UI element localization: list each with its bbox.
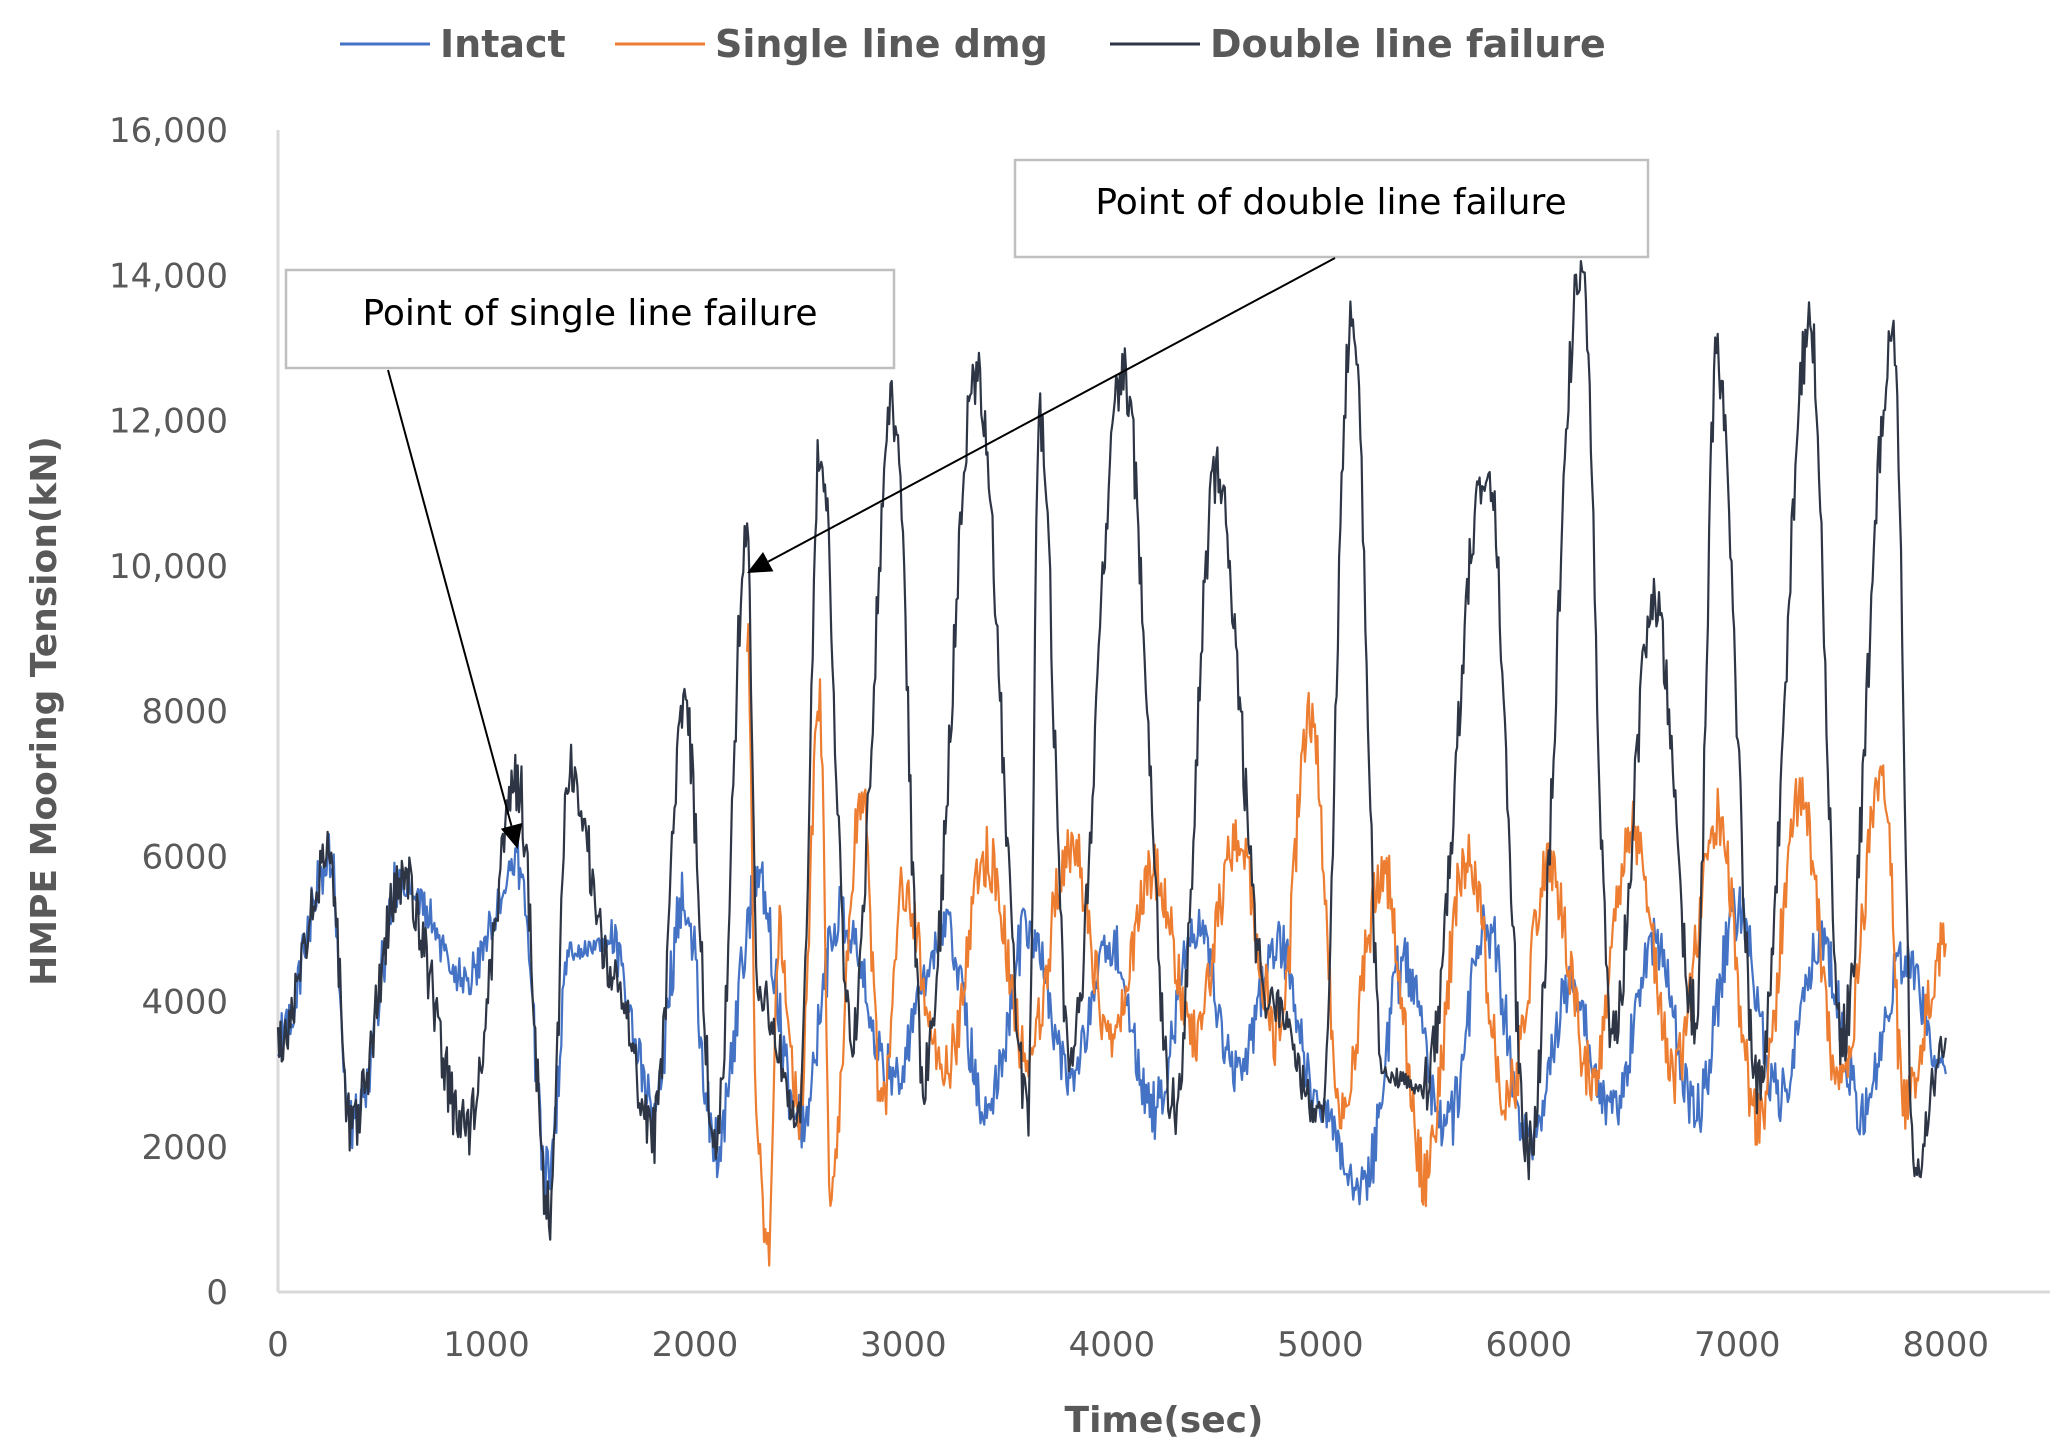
x-tick-labels: 0 1000 2000 3000 4000 5000 6000 7000 8000 bbox=[267, 1325, 1989, 1365]
arrowhead-single-line-failure bbox=[500, 822, 523, 849]
x-tick-label: 5000 bbox=[1277, 1325, 1364, 1365]
annotation-arrow-double-line-failure bbox=[767, 257, 1336, 563]
annotation-single-line-failure: Point of single line failure bbox=[284, 268, 896, 849]
y-tick-label: 0 bbox=[206, 1273, 228, 1313]
y-tick-label: 12,000 bbox=[109, 402, 228, 442]
legend-label-double-line-failure: Double line failure bbox=[1210, 22, 1606, 66]
legend-label-single-line-dmg: Single line dmg bbox=[715, 22, 1048, 66]
y-tick-label: 2000 bbox=[141, 1128, 228, 1168]
series-line-double-line-failure bbox=[276, 260, 1947, 1241]
legend: Intact Single line dmg Double line failu… bbox=[340, 22, 1606, 66]
y-axis-title: HMPE Mooring Tension(kN) bbox=[24, 436, 65, 986]
axes bbox=[276, 130, 2050, 1294]
series-layer bbox=[276, 260, 1947, 1267]
x-tick-label: 3000 bbox=[860, 1325, 947, 1365]
annotation-arrow-single-line-failure bbox=[387, 369, 513, 827]
x-axis-title: Time(sec) bbox=[1065, 1400, 1264, 1441]
x-tick-label: 1000 bbox=[443, 1325, 530, 1365]
x-tick-label: 6000 bbox=[1486, 1325, 1573, 1365]
y-tick-labels: 0 2000 4000 6000 8000 10,000 12,000 14,000 16,00… bbox=[109, 111, 228, 1313]
annotation-text-single-line-failure: Point of single line failure bbox=[362, 293, 817, 334]
annotation-box-double-line-failure bbox=[1013, 158, 1650, 259]
y-tick-label: 4000 bbox=[141, 983, 228, 1023]
annotation-box-single-line-failure bbox=[284, 268, 896, 370]
annotation-text-double-line-failure: Point of double line failure bbox=[1095, 182, 1566, 223]
x-tick-label: 4000 bbox=[1069, 1325, 1156, 1365]
y-tick-label: 8000 bbox=[141, 692, 228, 732]
x-tick-label: 2000 bbox=[652, 1325, 739, 1365]
x-tick-label: 8000 bbox=[1902, 1325, 1989, 1365]
annotation-double-line-failure: Point of double line failure bbox=[747, 158, 1650, 574]
y-tick-label: 14,000 bbox=[109, 256, 228, 296]
series-line-single-line-dmg bbox=[746, 622, 1947, 1267]
arrowhead-double-line-failure bbox=[747, 551, 774, 574]
x-tick-label: 7000 bbox=[1694, 1325, 1781, 1365]
x-tick-label: 0 bbox=[267, 1325, 289, 1365]
legend-label-intact: Intact bbox=[440, 22, 566, 66]
y-tick-label: 10,000 bbox=[109, 547, 228, 587]
y-tick-label: 6000 bbox=[141, 837, 228, 877]
y-tick-label: 16,000 bbox=[109, 111, 228, 151]
